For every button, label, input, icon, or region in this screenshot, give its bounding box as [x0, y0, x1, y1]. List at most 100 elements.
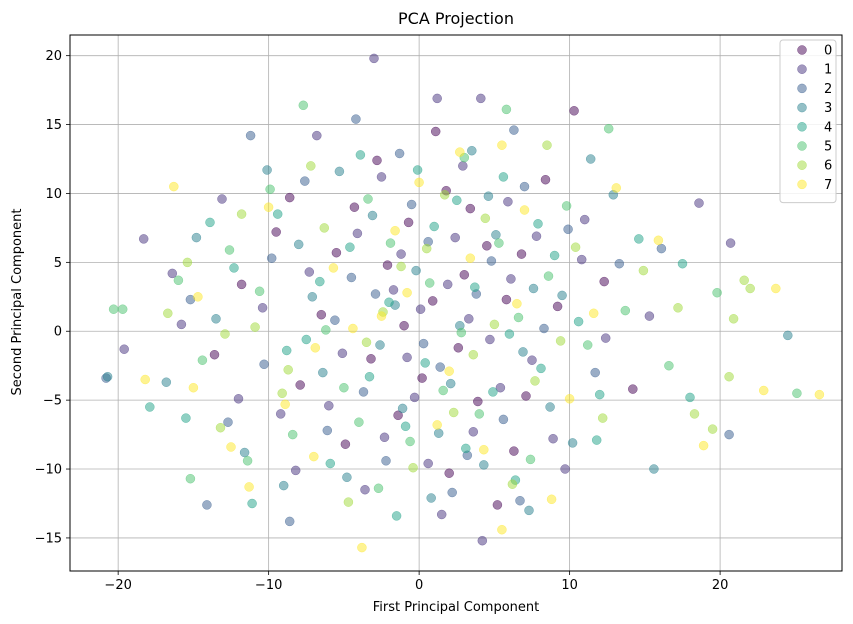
data-point [501, 104, 512, 115]
data-point [373, 483, 384, 494]
data-point [497, 140, 507, 150]
data-point [432, 93, 442, 104]
data-point [209, 349, 220, 360]
data-point [415, 304, 426, 314]
legend-label: 0 [824, 44, 832, 59]
data-point [339, 382, 349, 393]
data-point [245, 130, 256, 141]
data-point [792, 388, 802, 399]
data-point [391, 511, 402, 521]
data-point [399, 320, 409, 331]
data-point [430, 126, 441, 137]
data-point [117, 304, 128, 314]
data-point [102, 371, 113, 382]
legend-label: 6 [824, 159, 832, 174]
data-point [567, 438, 578, 448]
data-point [257, 303, 268, 313]
data-point [569, 106, 579, 116]
data-point [545, 402, 555, 412]
data-point [281, 345, 292, 356]
data-point [549, 250, 560, 261]
data-point [452, 195, 462, 206]
data-point [310, 343, 321, 353]
legend-marker [797, 102, 807, 113]
legend-label: 2 [824, 82, 832, 97]
data-point [477, 535, 488, 546]
data-point [599, 276, 609, 287]
data-point [352, 228, 363, 239]
data-point [140, 374, 150, 385]
data-point [188, 382, 199, 393]
data-point [447, 487, 457, 498]
y-tick-label: −10 [35, 463, 62, 478]
x-axis-label: First Principal Component [373, 600, 540, 615]
data-point [783, 330, 793, 341]
data-point [725, 238, 736, 248]
data-point [512, 298, 522, 309]
data-point [402, 287, 412, 298]
data-point [402, 352, 412, 363]
data-point [461, 443, 471, 454]
data-point [664, 360, 674, 371]
data-point [278, 480, 289, 491]
data-point [324, 400, 334, 411]
legend-marker [797, 122, 807, 132]
x-tick-label: −10 [255, 578, 282, 593]
data-point [491, 230, 501, 240]
data-point [698, 440, 709, 451]
data-point [614, 258, 625, 269]
data-point [394, 148, 405, 159]
data-point [242, 456, 253, 466]
data-point [488, 387, 498, 397]
data-point [518, 347, 528, 357]
data-point [470, 282, 480, 292]
data-point [464, 314, 474, 324]
y-axis-label: Second Principal Component [10, 209, 25, 396]
data-point [287, 429, 298, 440]
data-point [673, 303, 683, 313]
data-point [504, 329, 515, 339]
y-tick-label: 20 [45, 49, 62, 64]
data-point [423, 458, 433, 469]
data-point [181, 413, 191, 423]
data-point [465, 203, 476, 214]
data-point [300, 176, 310, 186]
data-point [301, 334, 312, 345]
data-point [376, 311, 387, 321]
y-tick-label: −15 [35, 531, 62, 546]
data-point [254, 286, 265, 297]
data-point [483, 191, 494, 201]
data-point [498, 172, 509, 182]
data-point [582, 340, 593, 350]
data-point [521, 391, 531, 401]
data-point [376, 172, 387, 182]
data-point [161, 377, 172, 387]
data-point [361, 337, 372, 348]
data-point [224, 245, 235, 255]
data-point [421, 243, 432, 254]
data-point [340, 439, 351, 449]
data-point [393, 410, 403, 421]
y-tick-label: 15 [45, 118, 62, 133]
data-point [458, 161, 468, 171]
data-point [467, 145, 477, 156]
data-point [628, 384, 638, 394]
data-point [468, 349, 479, 360]
data-point [363, 194, 373, 204]
data-point [283, 365, 293, 375]
data-point [528, 283, 539, 294]
data-point [439, 190, 450, 200]
data-point [360, 484, 370, 495]
data-point [585, 154, 596, 164]
data-point [385, 238, 396, 248]
data-point [548, 433, 558, 444]
data-point [315, 276, 325, 287]
data-point [570, 242, 581, 252]
data-point [564, 394, 575, 404]
data-point [309, 451, 319, 462]
data-point [438, 385, 448, 396]
data-point [316, 309, 327, 320]
data-point [494, 238, 504, 248]
data-point [318, 367, 328, 378]
data-point [304, 267, 315, 277]
